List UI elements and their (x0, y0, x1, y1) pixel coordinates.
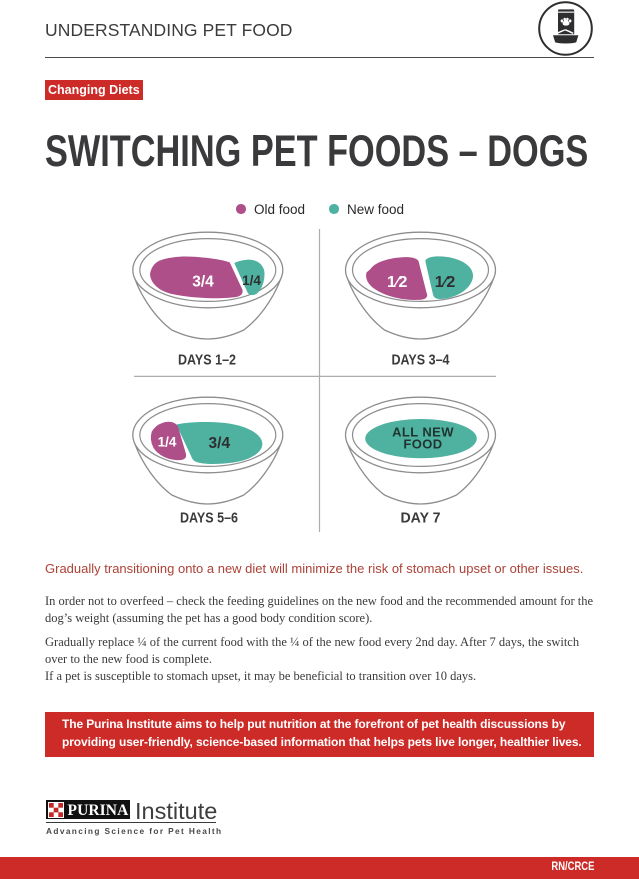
svg-text:DAY 7: DAY 7 (401, 510, 441, 526)
svg-text:1/4: 1/4 (242, 273, 261, 288)
svg-text:1⁄2: 1⁄2 (435, 274, 456, 291)
svg-text:3/4: 3/4 (192, 273, 214, 290)
svg-text:FOOD: FOOD (403, 437, 442, 452)
svg-text:1/4: 1/4 (158, 434, 177, 449)
svg-text:DAYS 3–4: DAYS 3–4 (392, 352, 450, 368)
svg-text:ALL NEW: ALL NEW (392, 425, 454, 440)
svg-text:DAYS 1–2: DAYS 1–2 (178, 352, 236, 368)
svg-text:1⁄2: 1⁄2 (387, 274, 408, 291)
svg-text:3/4: 3/4 (209, 435, 231, 452)
svg-text:DAYS 5–6: DAYS 5–6 (180, 510, 238, 526)
